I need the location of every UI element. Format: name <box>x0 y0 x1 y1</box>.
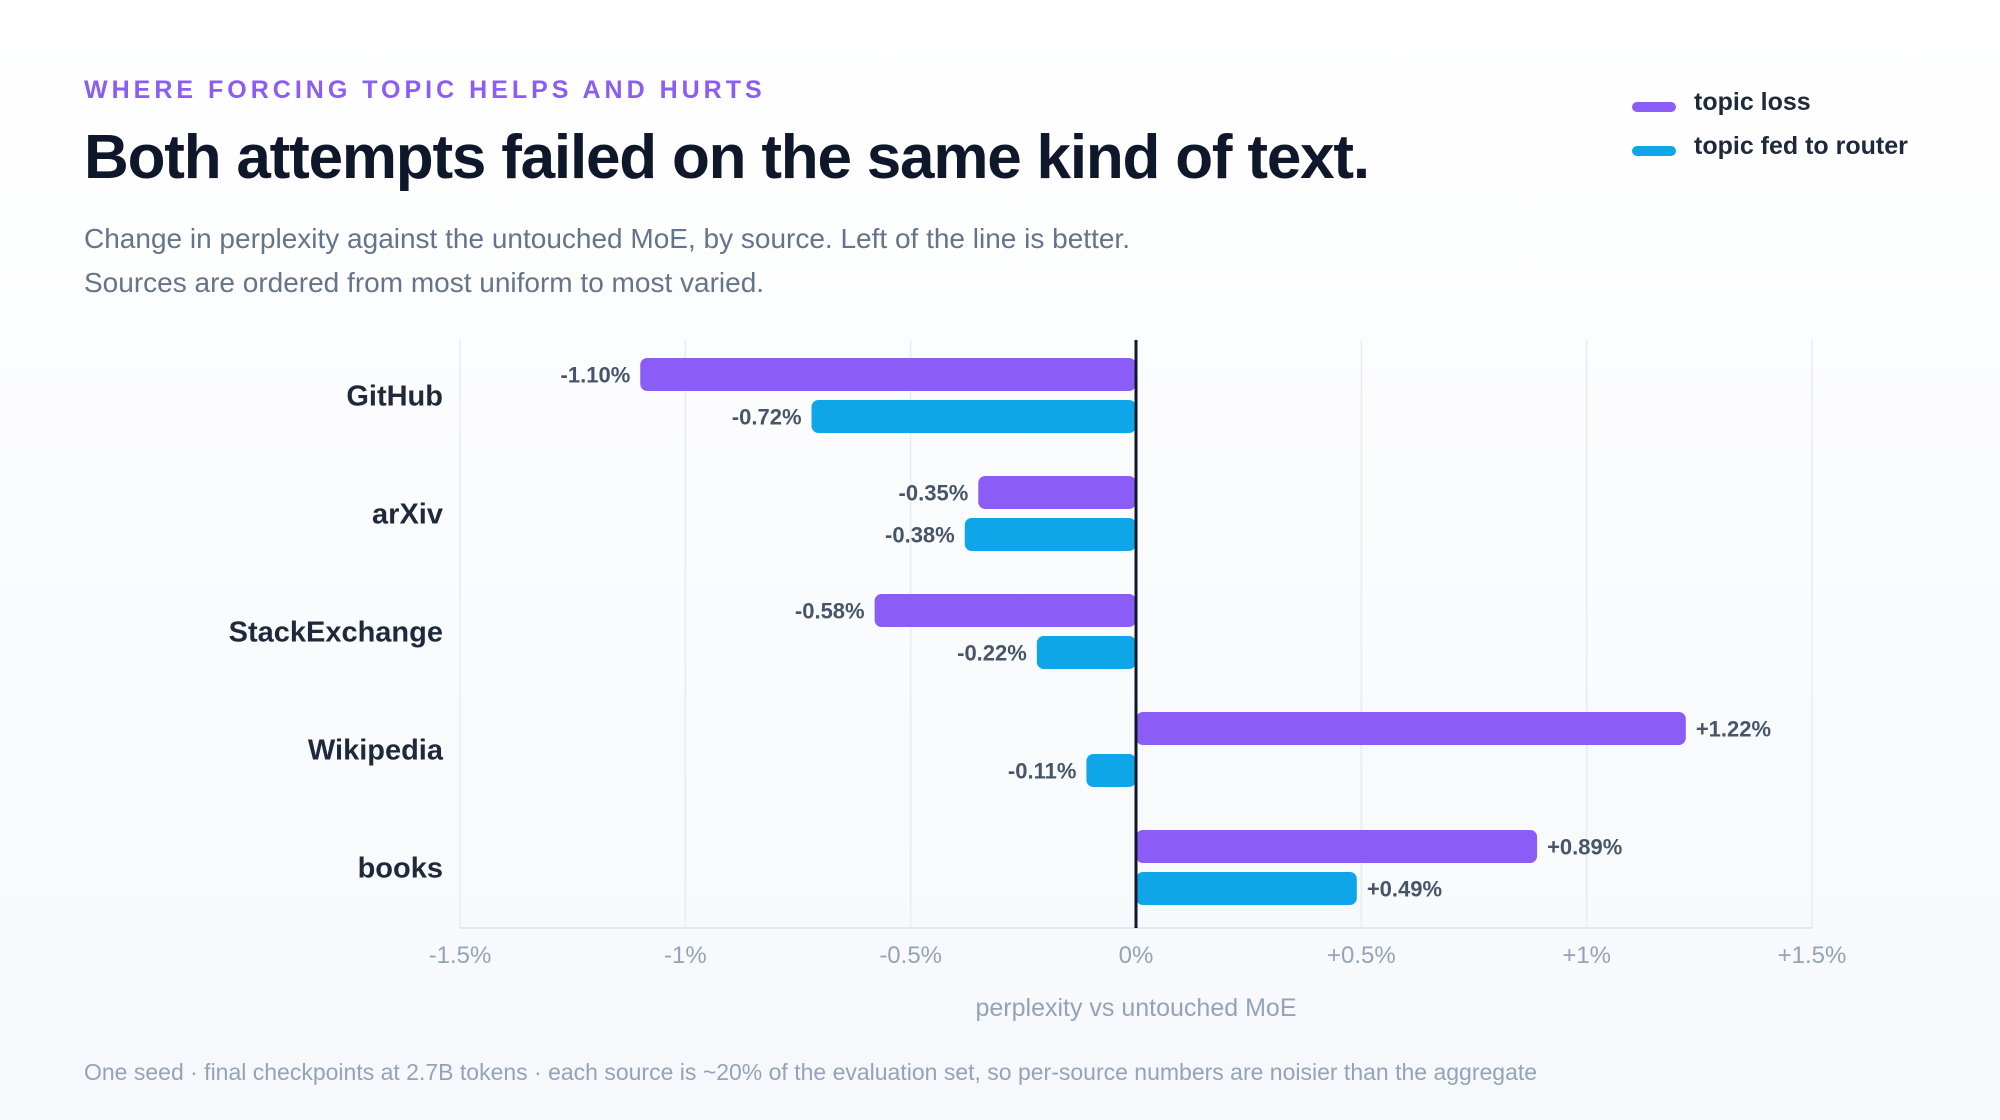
x-tick-label-3: 0% <box>1119 942 1154 969</box>
bar-topic-loss-wikipedia <box>1136 712 1686 745</box>
bar-topic-loss-books <box>1136 830 1538 863</box>
category-label-books: books <box>358 853 443 885</box>
category-label-arxiv: arXiv <box>372 499 443 531</box>
bar-topic-loss-stackexchange <box>874 594 1136 627</box>
legend-swatch-topic-fed-to-router <box>1632 146 1676 156</box>
grid-layer <box>459 340 1813 928</box>
data-label-topic-loss-arxiv: -0.35% <box>899 481 969 506</box>
legend-swatch-topic-loss <box>1632 102 1676 112</box>
subtitle-line-2: Sources are ordered from most uniform to… <box>84 267 765 298</box>
x-tick-label-6: +1.5% <box>1778 942 1847 969</box>
data-label-topic-loss-stackexchange: -0.58% <box>795 599 865 624</box>
data-label-topic-fed-to-router-arxiv: -0.38% <box>885 523 955 548</box>
data-label-topic-loss-books: +0.89% <box>1547 835 1622 860</box>
x-axis-title: perplexity vs untouched MoE <box>975 994 1296 1022</box>
bar-topic-fed-to-router-github <box>811 400 1136 433</box>
x-tick-label-0: -1.5% <box>429 942 492 969</box>
chart-eyebrow: WHERE FORCING TOPIC HELPS AND HURTS <box>84 76 766 104</box>
chart-title: Both attempts failed on the same kind of… <box>84 123 1370 192</box>
category-label-wikipedia: Wikipedia <box>308 735 444 767</box>
axis-layer: -1.5% -1% -0.5% 0% +0.5% +1% +1.5% perplexity v… <box>429 340 1847 1022</box>
category-label-stackexchange: StackExchange <box>229 617 443 649</box>
x-tick-label-2: -0.5% <box>879 942 942 969</box>
bar-topic-fed-to-router-stackexchange <box>1036 636 1136 669</box>
x-tick-label-4: +0.5% <box>1327 942 1396 969</box>
legend-label-topic-fed-to-router: topic fed to router <box>1694 132 1908 160</box>
bar-topic-fed-to-router-wikipedia <box>1086 754 1136 787</box>
subtitle-line-1: Change in perplexity against the untouch… <box>84 223 1130 254</box>
bar-topic-loss-github <box>640 358 1136 391</box>
data-label-topic-loss-wikipedia: +1.22% <box>1696 717 1771 742</box>
x-tick-label-1: -1% <box>664 942 707 969</box>
bar-topic-fed-to-router-books <box>1136 872 1357 905</box>
data-label-topic-fed-to-router-books: +0.49% <box>1367 877 1442 902</box>
bar-topic-loss-arxiv <box>978 476 1136 509</box>
legend-label-topic-loss: topic loss <box>1694 88 1811 116</box>
data-label-topic-fed-to-router-wikipedia: -0.11% <box>1008 759 1077 784</box>
data-label-topic-fed-to-router-stackexchange: -0.22% <box>957 641 1027 666</box>
bar-topic-fed-to-router-arxiv <box>964 518 1136 551</box>
chart-footnote: One seed · final checkpoints at 2.7B tok… <box>84 1059 1538 1085</box>
labels-layer: GitHub -1.10% -0.72% arXiv -0.35% -0.38% Stack… <box>229 363 1771 902</box>
x-tick-label-5: +1% <box>1562 942 1611 969</box>
bar-chart: GitHub -1.10% -0.72% arXiv -0.35% -0.38% Stack… <box>229 340 1847 1022</box>
category-label-github: GitHub <box>346 381 443 413</box>
data-label-topic-fed-to-router-github: -0.72% <box>732 405 802 430</box>
chart-subtitle: Change in perplexity against the untouch… <box>84 217 1130 305</box>
bars-layer <box>640 358 1686 905</box>
data-label-topic-loss-github: -1.10% <box>561 363 631 388</box>
